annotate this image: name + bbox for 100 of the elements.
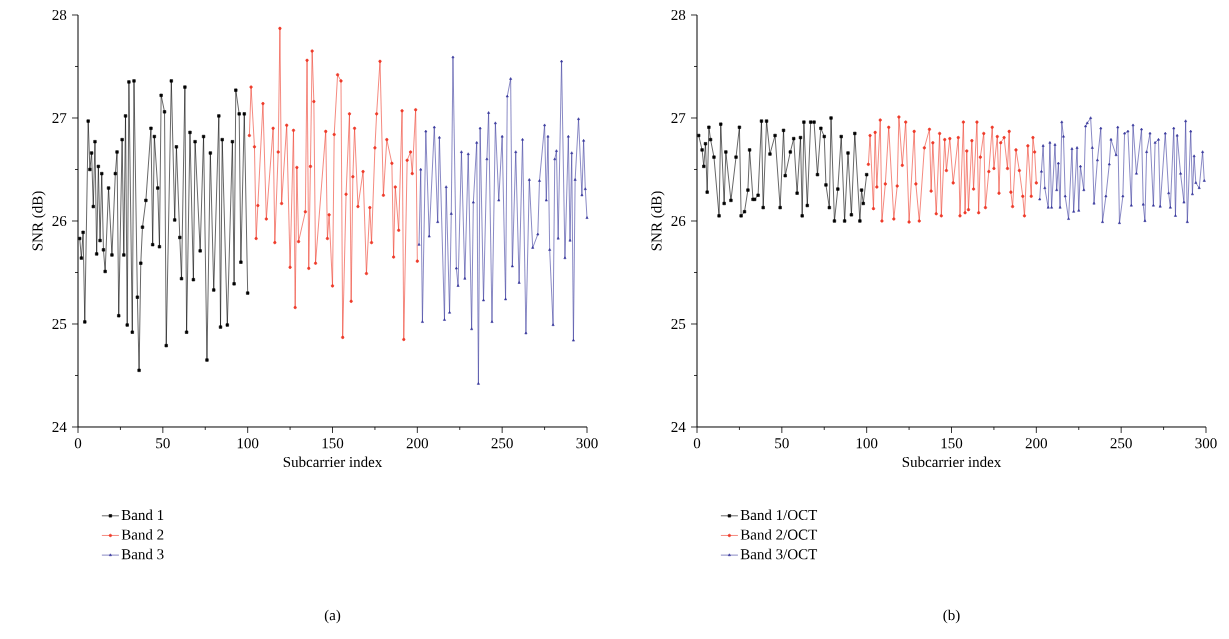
point [415,259,419,263]
point [832,219,837,223]
point [402,337,406,342]
point [827,206,831,210]
y-tick-label: 26 [52,215,67,227]
point [327,213,331,217]
point [347,112,352,116]
point [703,142,708,146]
point [307,266,311,270]
x-tick-label: 150 [322,438,344,449]
point [792,136,796,141]
point [843,219,847,223]
point [805,203,809,208]
x-tick-label: 200 [406,438,429,449]
point [308,164,313,168]
point [390,161,394,165]
point [748,148,752,152]
x-tick-label: 250 [1110,438,1132,449]
point [310,49,314,53]
y-tick-label: 27 [671,113,686,123]
point [288,265,292,269]
point [341,335,345,339]
x-tick-label: 200 [1025,438,1048,449]
legend-label: Band 1 [121,509,164,521]
y-axis-title: SNR (dB) [651,191,665,251]
point [344,192,348,196]
point [271,126,275,130]
x-tick-label: 50 [775,438,789,449]
x-tick-label: 300 [576,438,598,449]
x-tick-label: 100 [856,438,878,449]
y-tick-label: 25 [671,318,686,330]
point [276,150,280,154]
point [303,210,307,214]
point [778,206,782,210]
point [702,164,706,168]
point [291,128,296,132]
point [836,187,840,191]
legend-label: Band 3 [121,548,164,560]
point [739,214,743,218]
point [408,150,413,154]
point [264,217,268,221]
x-tick-label: 0 [74,438,82,449]
point [697,133,701,138]
text: (b) [943,609,960,624]
point [295,165,299,170]
point [373,146,377,150]
point [368,206,372,210]
x-tick-label: 0 [693,438,701,449]
point [296,239,301,244]
point [759,119,764,123]
point [815,173,820,177]
y-tick-label: 27 [52,113,67,123]
point [397,228,401,232]
point [339,79,343,83]
point [819,126,823,130]
point [737,125,742,129]
point [364,271,369,276]
y-tick-label: 26 [671,215,686,227]
point [700,148,704,152]
point [351,175,355,179]
legend-label: Band 2/OCT [740,529,818,540]
point [405,158,409,162]
point [252,145,257,149]
point [332,132,336,137]
point [722,201,726,206]
y-axis-title: SNR (dB) [32,191,46,251]
point [393,185,397,189]
text: (a) [324,609,341,624]
point [256,203,260,208]
point [349,299,353,303]
point [305,58,309,62]
point [712,155,716,159]
point [705,190,709,194]
point [798,135,803,140]
point [761,206,765,210]
point [249,85,253,89]
y-tick-label: 28 [52,9,67,21]
point [773,133,777,138]
point [742,210,747,214]
point [783,174,787,178]
point [369,241,374,245]
point [280,201,284,206]
point [800,214,804,218]
point [312,99,316,104]
point [378,59,382,63]
point [859,188,864,192]
legend-label: Band 1/OCT [740,509,818,521]
legend-label: Band 2 [121,529,164,540]
y-tick-label: 24 [52,422,67,432]
point [325,236,330,241]
point [352,126,357,130]
point [375,112,379,116]
point [717,214,721,218]
point [410,172,414,176]
x-tick-label: 50 [156,438,170,449]
point [768,152,772,156]
point [273,241,277,245]
x-tick-label: 100 [237,438,259,449]
point [254,236,258,241]
point [839,134,843,139]
